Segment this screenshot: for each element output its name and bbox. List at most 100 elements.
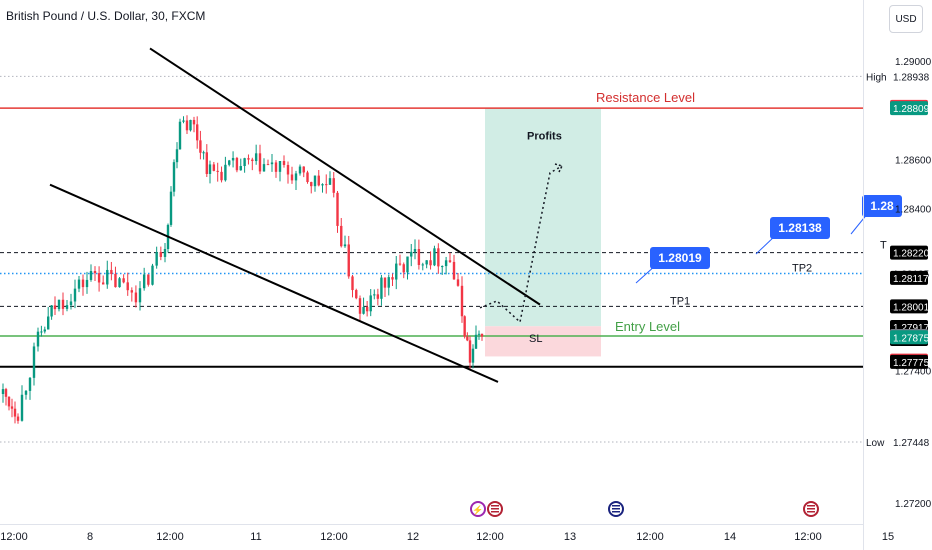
price-tick-label: 1.27400 bbox=[895, 366, 932, 377]
candle-up bbox=[169, 191, 173, 225]
candle-down bbox=[417, 249, 421, 265]
candle-up bbox=[65, 305, 69, 309]
candle-up bbox=[32, 346, 36, 378]
candle-up bbox=[228, 160, 231, 165]
price-marker bbox=[890, 330, 928, 345]
candle-down bbox=[101, 282, 105, 285]
candle-down bbox=[383, 277, 387, 288]
candle-up bbox=[278, 161, 282, 172]
price-tick-label: 1.27200 bbox=[895, 499, 932, 510]
time-tick-label: 12:00 bbox=[320, 531, 348, 543]
candle-down bbox=[325, 184, 328, 186]
candle-down bbox=[114, 273, 117, 288]
profit-zone bbox=[485, 108, 601, 327]
candle-down bbox=[147, 274, 150, 285]
tp3-label: T bbox=[880, 240, 887, 252]
candle-up bbox=[298, 166, 302, 174]
candle-up bbox=[410, 251, 413, 257]
time-tick-label: 14 bbox=[724, 531, 736, 543]
candle-down bbox=[347, 244, 350, 277]
us-flag-icon-stripe bbox=[491, 511, 499, 513]
candle-down bbox=[4, 389, 8, 397]
candle-down bbox=[220, 171, 223, 181]
candle-up bbox=[1, 389, 5, 395]
candle-up bbox=[89, 271, 93, 280]
candle-up bbox=[444, 260, 448, 267]
tp2-callout-box[interactable] bbox=[770, 217, 830, 239]
candle-down bbox=[402, 264, 405, 273]
price-marker bbox=[890, 299, 928, 314]
lightning-icon-glyph: ⚡ bbox=[472, 504, 483, 516]
candle-down bbox=[340, 225, 343, 247]
profits-label: Profits bbox=[527, 131, 562, 143]
candle-down bbox=[358, 298, 362, 314]
candle-down bbox=[7, 396, 11, 407]
currency-button[interactable]: USD bbox=[889, 5, 923, 33]
price-marker bbox=[890, 354, 928, 369]
candle-up bbox=[387, 277, 390, 288]
candle-down bbox=[97, 273, 101, 283]
trend-lines bbox=[49, 47, 541, 383]
lightning-icon-ring bbox=[470, 501, 486, 517]
candle-up bbox=[118, 278, 121, 288]
uk-flag-icon[interactable] bbox=[608, 501, 624, 517]
time-tick-label: 8 bbox=[87, 531, 93, 543]
candle-up bbox=[395, 263, 398, 280]
candle-down bbox=[258, 153, 262, 172]
price-marker bbox=[890, 270, 928, 285]
candle-up bbox=[369, 295, 372, 312]
horizontal-levels bbox=[0, 75, 863, 443]
price-tick-label: 1.28600 bbox=[895, 155, 932, 166]
candle-down bbox=[159, 252, 163, 257]
price-marker-value: 1.27917 bbox=[893, 323, 930, 334]
candle-up bbox=[425, 260, 428, 265]
us-flag-icon-stripe bbox=[491, 508, 499, 510]
trend-line[interactable] bbox=[149, 47, 541, 306]
candle-up bbox=[69, 301, 73, 306]
time-tick-label: 13 bbox=[564, 531, 576, 543]
price-marker-value: 1.27448 bbox=[893, 438, 930, 449]
candle-up bbox=[328, 178, 332, 185]
candle-up bbox=[172, 162, 176, 192]
candle-up bbox=[373, 294, 376, 296]
trend-line[interactable] bbox=[49, 183, 499, 383]
tp1-callout-box[interactable] bbox=[650, 247, 710, 269]
candle-up bbox=[262, 164, 266, 172]
candle-down bbox=[247, 158, 250, 160]
candle-down bbox=[13, 408, 17, 417]
tp3-callout-box[interactable] bbox=[862, 195, 902, 217]
us-flag-icon[interactable] bbox=[487, 501, 503, 517]
us-flag-icon[interactable] bbox=[803, 501, 819, 517]
uk-flag-icon-stripe bbox=[612, 505, 620, 507]
stop-zone bbox=[485, 326, 601, 357]
price-marker-value: 1.28220 bbox=[893, 249, 930, 260]
candle-up bbox=[202, 152, 205, 154]
candle-up bbox=[294, 173, 298, 181]
tp1-label: TP1 bbox=[670, 295, 690, 307]
candle-down bbox=[466, 336, 469, 341]
lightning-icon[interactable]: ⚡ bbox=[470, 501, 486, 517]
candle-down bbox=[398, 263, 402, 265]
candle-up bbox=[24, 390, 28, 395]
candle-down bbox=[235, 157, 239, 171]
candle-down bbox=[336, 192, 339, 226]
candle-up bbox=[231, 157, 235, 161]
candle-down bbox=[185, 120, 189, 131]
price-axis: 1.29000 1.28600 1.28400 1.27400 1.27200 High 1… bbox=[864, 57, 932, 510]
candle-up bbox=[178, 121, 182, 150]
candle-down bbox=[81, 279, 85, 288]
us-flag-icon-stripe bbox=[807, 508, 815, 510]
tp1-callout-value: 1.28019 bbox=[658, 251, 702, 265]
candle-down bbox=[310, 182, 313, 187]
tp3-callout-value: 1.28 bbox=[870, 199, 894, 213]
time-tick-label: 12:00 bbox=[0, 531, 28, 543]
candle-up bbox=[151, 265, 154, 285]
candle-up bbox=[85, 279, 89, 288]
candle-down bbox=[351, 276, 354, 291]
candle-up bbox=[142, 274, 146, 289]
time-tick-label: 12:00 bbox=[794, 531, 822, 543]
price-tick-label: 1.28400 bbox=[895, 204, 932, 215]
price-marker bbox=[890, 101, 928, 116]
candle-down bbox=[122, 278, 125, 283]
